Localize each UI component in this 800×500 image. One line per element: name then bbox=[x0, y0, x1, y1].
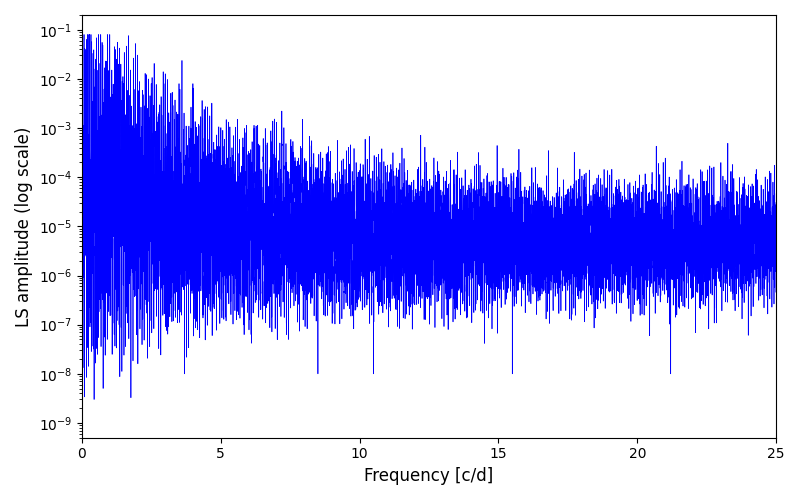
Y-axis label: LS amplitude (log scale): LS amplitude (log scale) bbox=[15, 126, 33, 326]
X-axis label: Frequency [c/d]: Frequency [c/d] bbox=[364, 467, 494, 485]
